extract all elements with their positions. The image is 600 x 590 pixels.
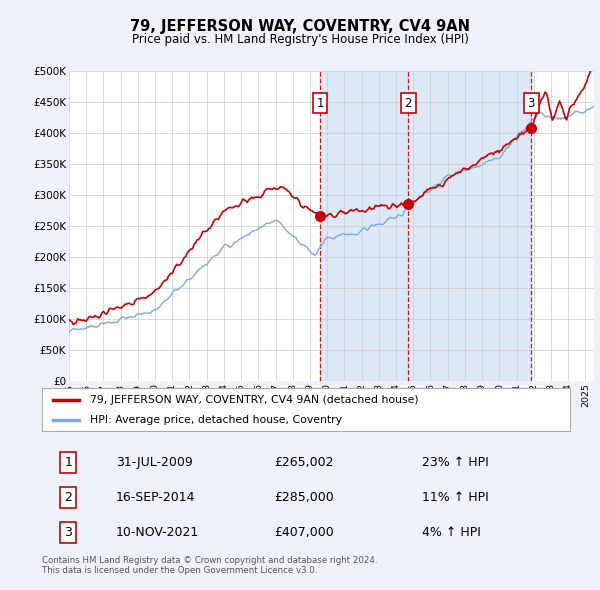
Text: £407,000: £407,000 bbox=[274, 526, 334, 539]
Text: 10-NOV-2021: 10-NOV-2021 bbox=[116, 526, 199, 539]
Text: Price paid vs. HM Land Registry's House Price Index (HPI): Price paid vs. HM Land Registry's House … bbox=[131, 33, 469, 46]
Text: 1: 1 bbox=[64, 455, 73, 468]
Text: 4% ↑ HPI: 4% ↑ HPI bbox=[422, 526, 481, 539]
Text: 23% ↑ HPI: 23% ↑ HPI bbox=[422, 455, 489, 468]
Bar bbox=[320, 71, 532, 381]
Text: 79, JEFFERSON WAY, COVENTRY, CV4 9AN (detached house): 79, JEFFERSON WAY, COVENTRY, CV4 9AN (de… bbox=[89, 395, 418, 405]
Text: 1: 1 bbox=[316, 97, 324, 110]
Text: 3: 3 bbox=[527, 97, 535, 110]
Text: 2: 2 bbox=[64, 490, 73, 504]
Text: 16-SEP-2014: 16-SEP-2014 bbox=[116, 490, 196, 504]
Text: 2: 2 bbox=[404, 97, 412, 110]
Text: 31-JUL-2009: 31-JUL-2009 bbox=[116, 455, 193, 468]
Text: £265,002: £265,002 bbox=[274, 455, 334, 468]
Text: 11% ↑ HPI: 11% ↑ HPI bbox=[422, 490, 489, 504]
Text: £285,000: £285,000 bbox=[274, 490, 334, 504]
Text: 79, JEFFERSON WAY, COVENTRY, CV4 9AN: 79, JEFFERSON WAY, COVENTRY, CV4 9AN bbox=[130, 19, 470, 34]
Text: HPI: Average price, detached house, Coventry: HPI: Average price, detached house, Cove… bbox=[89, 415, 341, 425]
Text: Contains HM Land Registry data © Crown copyright and database right 2024.
This d: Contains HM Land Registry data © Crown c… bbox=[42, 556, 377, 575]
Text: 3: 3 bbox=[64, 526, 73, 539]
